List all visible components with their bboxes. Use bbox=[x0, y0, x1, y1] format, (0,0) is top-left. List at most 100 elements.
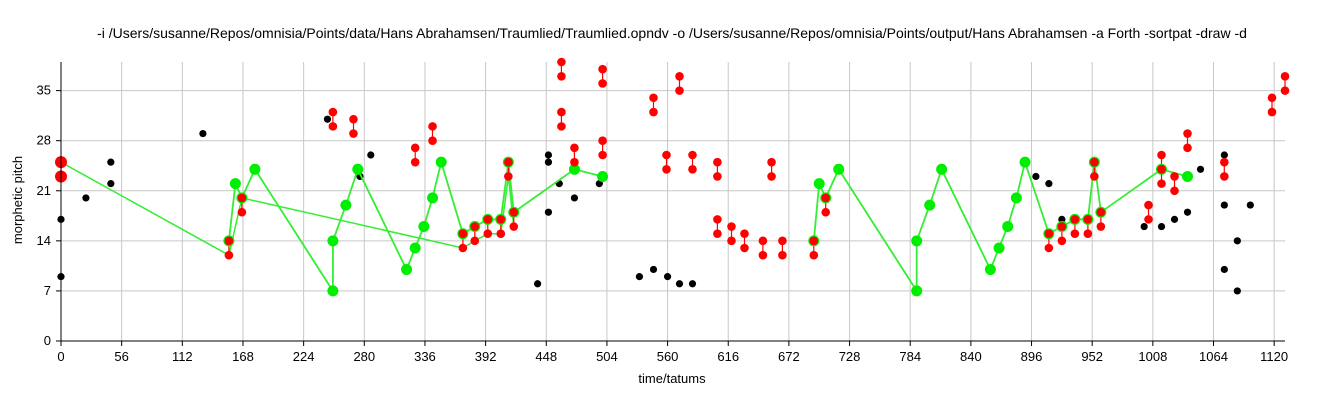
pattern-point bbox=[598, 64, 607, 74]
translation-point bbox=[911, 285, 923, 297]
pattern-point bbox=[483, 229, 493, 238]
pattern-point bbox=[328, 107, 338, 117]
x-tick-label: 280 bbox=[353, 349, 375, 364]
translation-point bbox=[1002, 221, 1014, 233]
pattern-point bbox=[598, 79, 607, 88]
pattern-point bbox=[713, 157, 722, 167]
x-tick-label: 616 bbox=[717, 349, 739, 364]
x-tick-label: 784 bbox=[899, 349, 921, 364]
translation-point bbox=[1019, 156, 1031, 168]
pattern-point bbox=[349, 129, 358, 138]
point bbox=[675, 280, 684, 288]
pattern-point bbox=[1280, 72, 1290, 81]
point bbox=[1170, 215, 1179, 223]
pattern-point bbox=[758, 236, 768, 246]
x-tick-label: 1064 bbox=[1199, 349, 1228, 364]
point bbox=[635, 273, 644, 281]
point bbox=[595, 180, 603, 188]
point bbox=[107, 180, 115, 188]
pattern-point bbox=[410, 157, 420, 167]
pattern-point bbox=[821, 193, 831, 203]
translation-point bbox=[249, 163, 261, 175]
pattern-point bbox=[496, 229, 506, 238]
pattern-point bbox=[470, 222, 480, 231]
pattern-point bbox=[675, 86, 684, 95]
pattern-point bbox=[570, 143, 579, 153]
pattern-point bbox=[557, 57, 566, 67]
point bbox=[199, 129, 207, 138]
pattern-point bbox=[740, 243, 749, 253]
pattern-point bbox=[458, 243, 468, 253]
point bbox=[1045, 180, 1053, 188]
point bbox=[1233, 287, 1241, 295]
pattern-point bbox=[1170, 172, 1179, 181]
translation-line bbox=[812, 158, 1188, 294]
pattern-point bbox=[767, 172, 776, 181]
pattern-point bbox=[557, 122, 566, 131]
point bbox=[544, 158, 553, 166]
pattern-point bbox=[662, 150, 671, 160]
pattern-point bbox=[349, 114, 358, 124]
pattern-point bbox=[778, 250, 787, 260]
pattern-point bbox=[1157, 150, 1166, 160]
pattern-point bbox=[1157, 165, 1166, 174]
pattern-point bbox=[470, 236, 480, 246]
translation-point bbox=[993, 242, 1005, 254]
pattern-point bbox=[778, 236, 787, 246]
translation-point bbox=[813, 178, 825, 190]
pattern-point bbox=[1144, 200, 1153, 210]
translation-point bbox=[401, 263, 413, 275]
translation-point bbox=[409, 242, 421, 254]
x-tick-label: 504 bbox=[596, 349, 618, 364]
point bbox=[367, 151, 375, 159]
x-tick-label: 840 bbox=[960, 349, 982, 364]
translation-point bbox=[936, 163, 948, 175]
pattern-point bbox=[237, 207, 247, 217]
x-tick-label: 1120 bbox=[1260, 349, 1288, 364]
x-tick-label: 336 bbox=[414, 349, 436, 364]
pattern-point bbox=[1183, 143, 1192, 153]
translation-point bbox=[229, 178, 241, 190]
y-tick-label: 28 bbox=[37, 133, 51, 148]
pattern-point bbox=[237, 193, 247, 203]
pattern-point bbox=[649, 107, 658, 117]
pattern-point bbox=[224, 250, 234, 260]
x-axis-label: time/tatums bbox=[638, 371, 706, 386]
point bbox=[1233, 237, 1241, 245]
point bbox=[1183, 208, 1192, 216]
translation-point bbox=[340, 199, 352, 211]
pattern-point bbox=[809, 236, 819, 246]
pattern-point bbox=[1070, 229, 1080, 238]
translation-point bbox=[1010, 192, 1022, 204]
x-tick-label: 56 bbox=[114, 349, 128, 364]
x-tick-label: 560 bbox=[657, 349, 679, 364]
pattern-point bbox=[570, 157, 579, 167]
pattern-point bbox=[1083, 229, 1093, 238]
translation-point bbox=[435, 156, 447, 168]
pattern-point bbox=[1096, 207, 1106, 217]
pattern-point bbox=[1057, 222, 1067, 231]
point bbox=[688, 280, 697, 288]
x-tick-label: 952 bbox=[1081, 349, 1103, 364]
pattern-point bbox=[598, 150, 607, 160]
point bbox=[534, 280, 542, 288]
point bbox=[107, 158, 115, 166]
point bbox=[1220, 265, 1228, 274]
translation-point bbox=[327, 235, 339, 247]
point bbox=[663, 273, 672, 281]
pattern-point bbox=[557, 72, 566, 81]
pattern-point bbox=[483, 215, 493, 224]
x-tick-label: 728 bbox=[839, 349, 861, 364]
pattern-point bbox=[1267, 93, 1277, 103]
translation-point bbox=[327, 285, 339, 297]
point bbox=[1058, 215, 1066, 223]
pattern-point bbox=[224, 236, 234, 246]
translation-point bbox=[352, 163, 364, 175]
series-layer bbox=[55, 57, 1290, 297]
pattern-point bbox=[767, 157, 776, 167]
axis-layer: 0 56 112 168 224 280 336 392 448 504 560 616 672 728 7… bbox=[37, 62, 1288, 364]
translation-point bbox=[984, 263, 996, 275]
pattern-point bbox=[1083, 215, 1093, 224]
pattern-point bbox=[740, 229, 749, 238]
